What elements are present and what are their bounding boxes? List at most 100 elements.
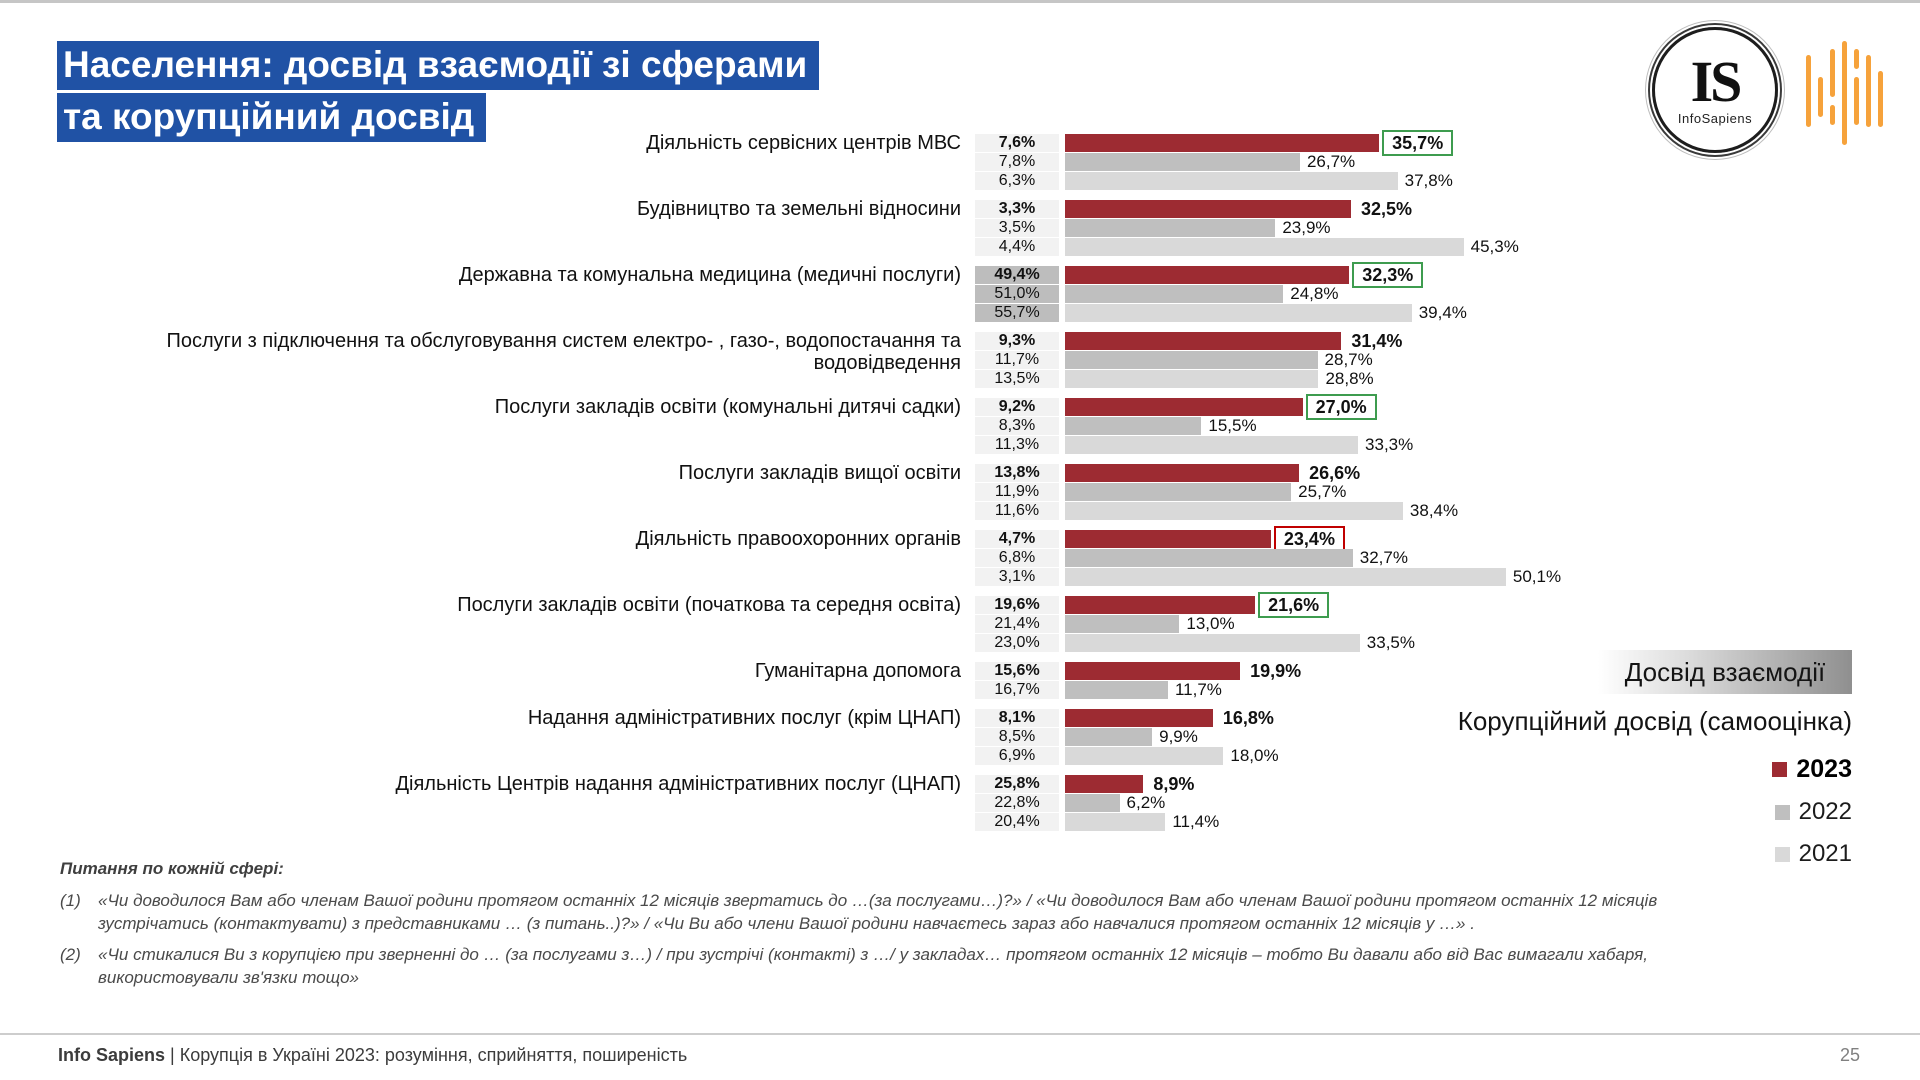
interaction-value-2021: 13,5% (975, 370, 1059, 388)
infosapiens-initials: IS (1690, 48, 1743, 114)
bar-row-2023: 35,7% (1065, 130, 1860, 156)
bar-2023 (1065, 530, 1271, 548)
bar-row-2022: 32,7% (1065, 548, 1860, 567)
interaction-value-2022: 8,3% (975, 417, 1059, 435)
bar-value-label-2022: 6,2% (1126, 793, 1166, 812)
bar-value-label-2021: 38,4% (1409, 501, 1459, 520)
chart-category-group: Державна та комунальна медицина (медичні… (60, 262, 1860, 323)
bar-2022 (1065, 153, 1300, 171)
page-title: Населення: досвід взаємодії зі сферами т… (57, 41, 820, 145)
interaction-value-2022: 16,7% (975, 681, 1059, 699)
bar-row-2022: 26,7% (1065, 152, 1860, 171)
bar-2023 (1065, 709, 1213, 727)
bars-cluster: 19,9% 11,7% (1065, 660, 1860, 700)
bar-value-label-2022: 28,7% (1324, 350, 1373, 369)
footnote-2: (2) «Чи стикалися Ви з корупцією при зве… (60, 943, 1660, 989)
bar-row-2022: 6,2% (1065, 793, 1860, 812)
legend-swatch-icon (1774, 804, 1790, 820)
bar-value-label-2022: 25,7% (1298, 482, 1347, 501)
bar-value-label-2022: 15,5% (1208, 416, 1257, 435)
bar-2023 (1065, 200, 1351, 218)
bar-row-2023: 16,8% (1065, 707, 1860, 728)
footnote-2-text: «Чи стикалися Ви з корупцією при звернен… (98, 945, 1648, 987)
bar-2021 (1065, 634, 1360, 652)
chart-category-group: Діяльність правоохоронних органів 4,7% 6,8… (60, 526, 1860, 587)
bar-value-label-2021: 18,0% (1230, 746, 1279, 765)
interaction-value-2023: 25,8% (975, 775, 1059, 793)
bar-2021 (1065, 172, 1398, 190)
chart-category-group: Будівництво та земельні відносини 3,3% 3,5… (60, 198, 1860, 257)
bar-row-2022: 23,9% (1065, 218, 1860, 237)
footer-divider-line (0, 1033, 1920, 1035)
legend-item-2021: 2021 (1700, 840, 1852, 868)
footer-report-title: Корупція в Україні 2023: розуміння, спри… (179, 1045, 688, 1065)
category-label: Діяльність сервісних центрів МВС (646, 132, 961, 154)
legend-label: 2022 (1798, 798, 1852, 825)
bar-value-label-2021: 33,5% (1366, 633, 1415, 652)
bar-2022 (1065, 549, 1353, 567)
interaction-experience-column: 25,8% 22,8% 20,4% (975, 775, 1059, 832)
bars-cluster: 35,7% 26,7% 37,8% (1065, 130, 1860, 191)
infosapiens-name: InfoSapiens (1677, 110, 1753, 126)
interaction-value-2021: 55,7% (975, 304, 1059, 322)
interaction-experience-column: 8,1% 8,5% 6,9% (975, 709, 1059, 766)
bar-value-label-2021: 11,4% (1172, 812, 1220, 831)
bar-2021 (1065, 304, 1412, 322)
page-title-line-1: Населення: досвід взаємодії зі сферами (57, 41, 820, 90)
bar-value-label-2022: 11,7% (1174, 680, 1222, 699)
legend-swatch-icon (1774, 846, 1790, 862)
bar-row-2022: 13,0% (1065, 614, 1860, 633)
interaction-value-2023: 9,2% (975, 398, 1059, 416)
category-label: Послуги з підключення та обслуговування … (166, 330, 961, 374)
chart-category-group: Діяльність Центрів надання адміністратив… (60, 773, 1860, 832)
bar-value-label-2023: 26,6% (1309, 462, 1361, 483)
interaction-value-2023: 49,4% (975, 266, 1059, 284)
bar-2023 (1065, 266, 1350, 284)
corruption-experience-label: Корупційний досвід (самооцінка) (1457, 706, 1852, 736)
bar-value-label-2023: 19,9% (1250, 660, 1302, 681)
bars-cluster: 31,4% 28,7% 28,8% (1065, 331, 1860, 389)
bar-2021 (1065, 813, 1166, 831)
interaction-value-2021: 6,9% (975, 747, 1059, 765)
category-label: Державна та комунальна медицина (медичні… (458, 264, 961, 286)
bar-row-2023: 21,6% (1065, 592, 1860, 618)
legend-label: 2021 (1798, 840, 1852, 867)
bar-2022 (1065, 615, 1180, 633)
bars-cluster: 27,0% 15,5% 33,3% (1065, 394, 1860, 455)
bar-value-label-2023: 8,9% (1153, 773, 1195, 794)
interaction-value-2021: 11,6% (975, 502, 1059, 520)
bar-value-label-2021: 39,4% (1418, 303, 1467, 322)
infosapiens-bars-icon (1806, 41, 1883, 145)
bar-value-label-2021: 33,3% (1365, 435, 1414, 454)
bar-2023 (1065, 596, 1256, 614)
bar-row-2021: 11,4% (1065, 812, 1860, 831)
bar-2023 (1065, 662, 1241, 680)
bar-value-label-2022: 9,9% (1159, 727, 1198, 746)
footnote-1: (1) «Чи доводилося Вам або членам Вашої … (60, 889, 1660, 935)
chart-category-group: Гуманітарна допомога 15,6% 16,7% 19,9% 11,7% (60, 660, 1860, 700)
bar-value-label-2023: 16,8% (1222, 707, 1274, 728)
bar-value-label-2022: 13,0% (1186, 614, 1235, 633)
footnote-1-number: (1) (60, 891, 81, 910)
bar-row-2022: 15,5% (1065, 416, 1860, 435)
bars-cluster: 8,9% 6,2% 11,4% (1065, 773, 1860, 832)
interaction-value-2023: 13,8% (975, 464, 1059, 482)
bar-2022 (1065, 794, 1120, 812)
page-number: 25 (1839, 1045, 1860, 1065)
bar-row-2022: 28,7% (1065, 350, 1860, 369)
interaction-experience-column: 9,3% 11,7% 13,5% (975, 332, 1059, 389)
legend-label: 2023 (1796, 755, 1852, 783)
interaction-value-2022: 7,8% (975, 153, 1059, 171)
bar-2022 (1065, 681, 1168, 699)
bar-row-2021: 33,3% (1065, 435, 1860, 454)
category-label: Послуги закладів освіти (початкова та се… (457, 594, 961, 616)
interaction-value-2022: 3,5% (975, 219, 1059, 237)
interaction-value-2023: 4,7% (975, 530, 1059, 548)
interaction-value-2022: 6,8% (975, 549, 1059, 567)
bar-row-2022: 9,9% (1065, 727, 1860, 746)
legend-swatch-icon (1772, 762, 1788, 777)
bar-chart: Діяльність сервісних центрів МВС 7,6% 7,8%… (60, 130, 1860, 841)
category-label: Послуги закладів освіти (комунальні дитя… (494, 396, 961, 418)
chart-category-group: Діяльність сервісних центрів МВС 7,6% 7,8%… (60, 130, 1860, 191)
interaction-value-2022: 51,0% (975, 285, 1059, 303)
